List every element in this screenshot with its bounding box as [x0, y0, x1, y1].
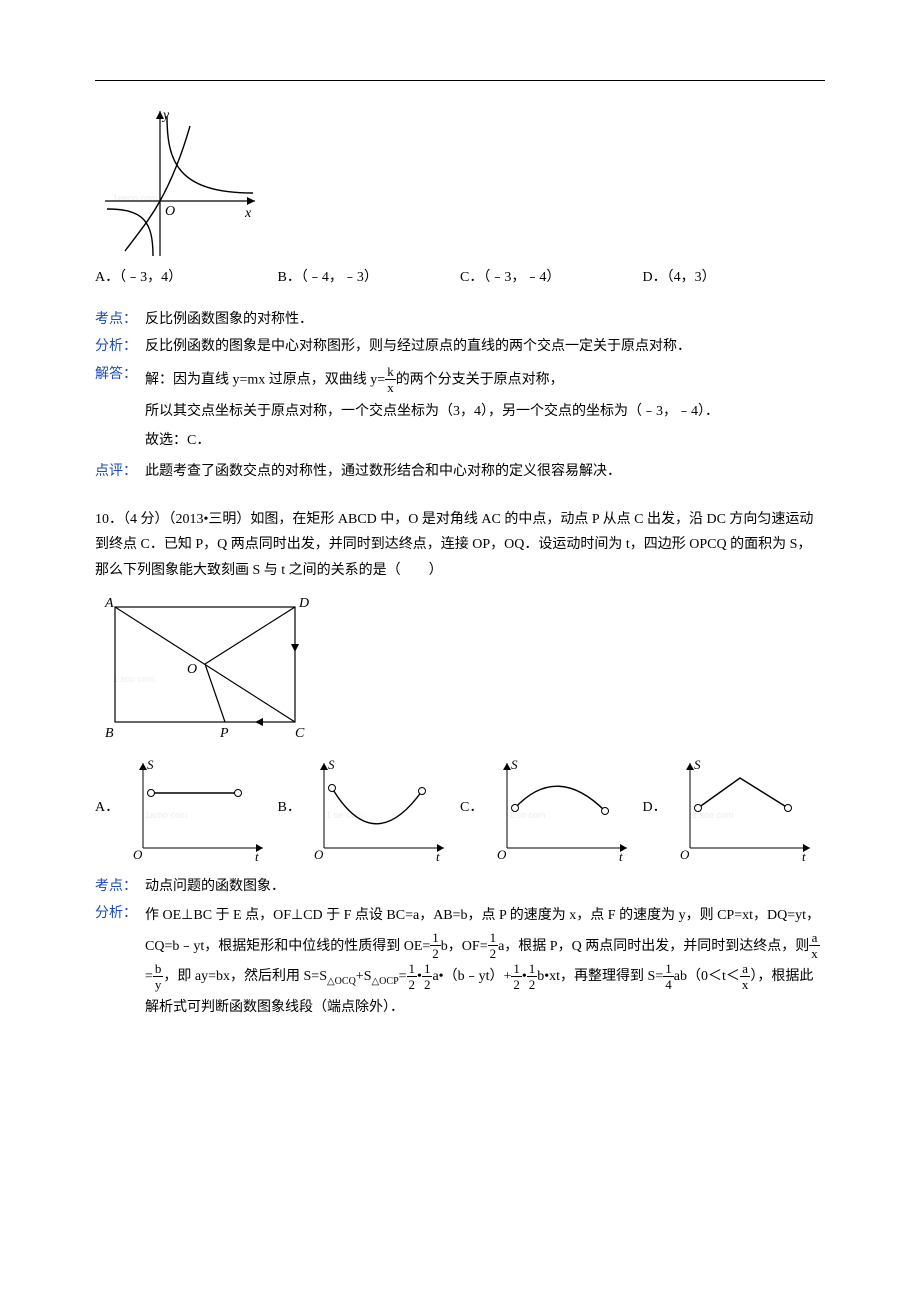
svg-text:O: O — [187, 662, 197, 677]
svg-text:t: t — [802, 849, 806, 863]
q10-option-b: B． 1 oe com S O t — [278, 753, 461, 863]
q10-analysis: 考点： 动点问题的函数图象． 分析： 作 OE⊥BC 于 E 点，OF⊥CD 于… — [95, 873, 825, 1025]
kaodian-label-10: 考点： — [95, 879, 137, 894]
jieda-label: 解答： — [95, 367, 137, 382]
q9-option-d: D．（4，3） — [643, 265, 826, 290]
axis-label-y: y — [161, 108, 170, 123]
q10-option-d: D． 1 soe com S O t — [643, 753, 826, 863]
svg-text:D: D — [298, 596, 309, 611]
q10-options: A． 1arho com S O t B． 1 oe com — [95, 753, 825, 863]
svg-text:t: t — [255, 849, 259, 863]
q9-option-b: B．（﹣4，﹣3） — [278, 265, 461, 290]
watermark: 1 soo com — [113, 674, 155, 684]
svg-text:1arho com: 1arho com — [145, 810, 188, 820]
q9-options: A．（﹣3，4） B．（﹣4，﹣3） C．（﹣3，﹣4） D．（4，3） — [95, 265, 825, 290]
svg-text:S: S — [694, 757, 701, 772]
svg-text:A: A — [104, 596, 114, 611]
svg-text:P: P — [219, 726, 229, 741]
top-rule — [95, 80, 825, 81]
q10-rect-figure: 1 soo com A D B C O P — [95, 587, 825, 747]
svg-text:O: O — [680, 847, 690, 862]
origin-label: O — [165, 204, 175, 219]
kaodian-label: 考点： — [95, 312, 137, 327]
svg-text:C: C — [295, 726, 305, 741]
q9-option-a: A．（﹣3，4） — [95, 265, 278, 290]
fenxi-text: 反比例函数的图象是中心对称图形，则与经过原点的直线的两个交点一定关于原点对称． — [145, 333, 825, 360]
svg-text:B: B — [105, 726, 114, 741]
dianping-text: 此题考查了函数交点的对称性，通过数形结合和中心对称的定义很容易解决． — [145, 458, 825, 485]
q9-analysis: 考点： 反比例函数图象的对称性． 分析： 反比例函数的图象是中心对称图形，则与经… — [95, 306, 825, 485]
dianping-label: 点评： — [95, 464, 137, 479]
svg-text:O: O — [497, 847, 507, 862]
jieda-text: 解：因为直线 y=mx 过原点，双曲线 y=kx的两个分支关于原点对称， 所以其… — [145, 361, 825, 458]
q9-option-c: C．（﹣3，﹣4） — [460, 265, 643, 290]
spacer — [95, 485, 825, 503]
svg-text:1 oe com: 1 oe com — [326, 810, 363, 820]
q10-option-c: C． 1 so com S O t — [460, 753, 643, 863]
svg-text:S: S — [328, 757, 335, 772]
svg-text:S: S — [147, 757, 154, 772]
q9-graph: 1eeoo com y x O — [95, 101, 825, 261]
svg-text:t: t — [619, 849, 623, 863]
q10-stem: 10．（4 分）（2013•三明）如图，在矩形 ABCD 中，O 是对角线 AC… — [95, 507, 825, 583]
kaodian-text-10: 动点问题的函数图象． — [145, 873, 825, 900]
axis-label-x: x — [244, 206, 252, 221]
svg-text:S: S — [511, 757, 518, 772]
svg-text:O: O — [314, 847, 324, 862]
q10-option-a: A． 1arho com S O t — [95, 753, 278, 863]
fenxi-label-10: 分析： — [95, 906, 137, 921]
svg-text:t: t — [436, 849, 440, 863]
fenxi-text-10: 作 OE⊥BC 于 E 点，OF⊥CD 于 F 点设 BC=a，AB=b，点 P… — [145, 900, 825, 1025]
kaodian-text: 反比例函数图象的对称性． — [145, 306, 825, 333]
svg-text:O: O — [133, 847, 143, 862]
fenxi-label: 分析： — [95, 339, 137, 354]
